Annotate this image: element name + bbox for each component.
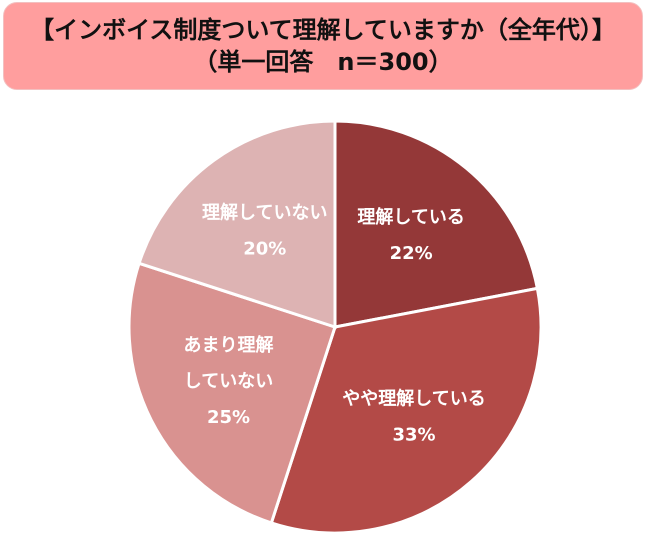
- chart-title: 【インボイス制度ついて理解していますか（全年代）】: [30, 16, 616, 44]
- slice-label: やや理解している: [342, 388, 485, 410]
- slice-label: 理解している: [357, 206, 464, 228]
- slice-value-label: 20%: [243, 238, 286, 259]
- slice-label: 理解していない: [202, 201, 327, 223]
- chart-subtitle: （単一回答 n＝300）: [193, 48, 453, 76]
- slice-label: していない: [184, 371, 273, 392]
- slice-value-label: 22%: [390, 243, 433, 264]
- slice-value-label: 33%: [392, 425, 435, 446]
- pie-slice: [127, 261, 337, 525]
- chart-title-box: 【インボイス制度ついて理解していますか（全年代）】 （単一回答 n＝300）: [3, 2, 643, 90]
- pie-slice: [269, 286, 543, 535]
- pie-slice: [333, 119, 540, 329]
- pie-slice: [137, 119, 337, 330]
- slice-label: あまり理解: [184, 334, 274, 356]
- slice-value-label: 25%: [207, 407, 250, 428]
